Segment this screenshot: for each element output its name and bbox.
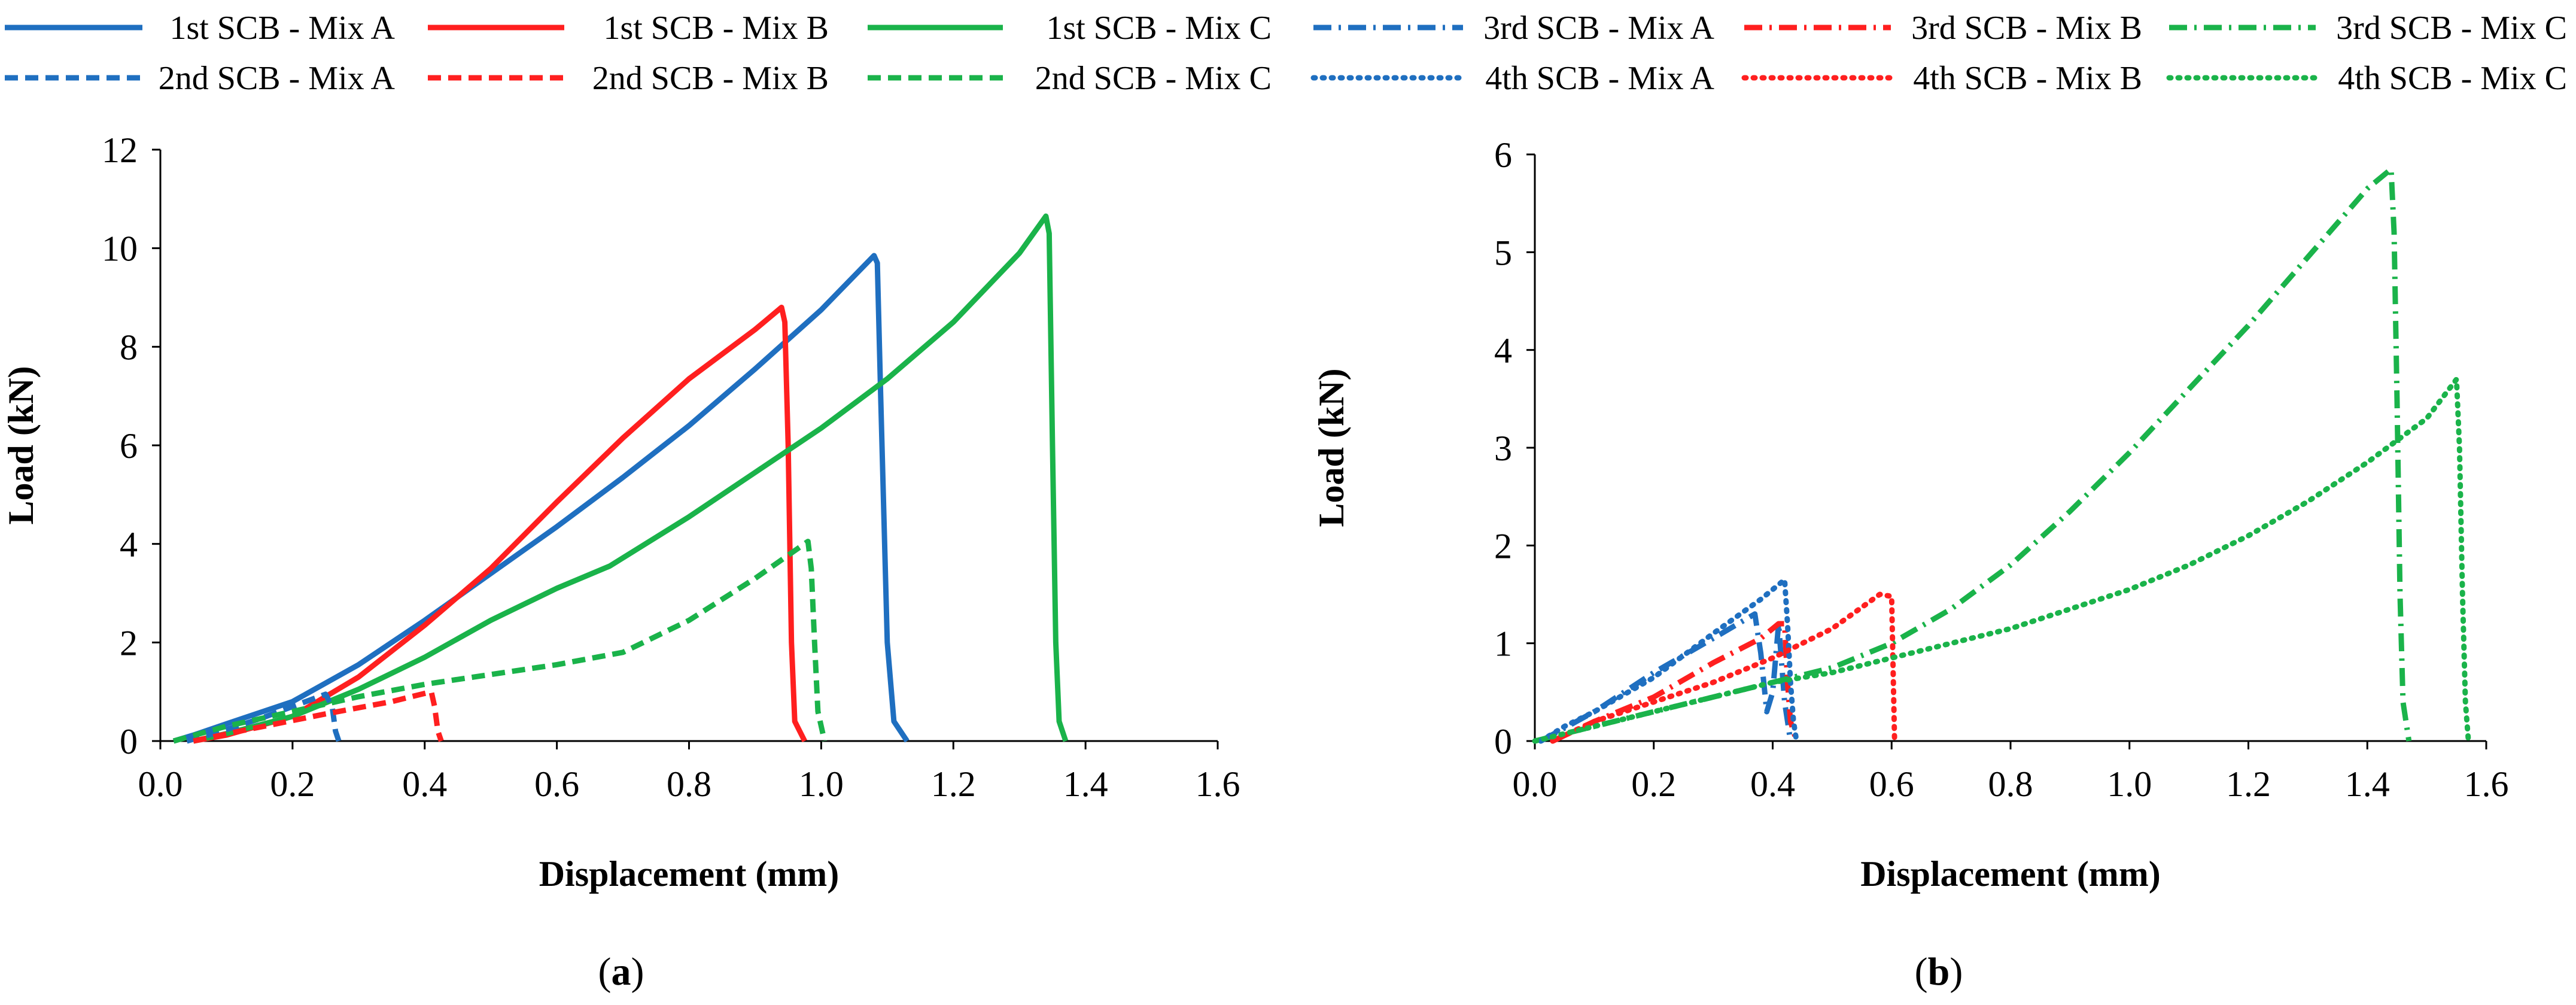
legend: 1st SCB - Mix A 1st SCB - Mix B 1st SCB - …: [5, 10, 2567, 97]
x-axis-title-a: Displacement (mm): [539, 854, 840, 894]
x-tick-label-a-5: 1.0: [799, 764, 844, 804]
panel-label-a: (a): [598, 950, 644, 994]
x-tick-label-a-0: 0.0: [138, 764, 183, 804]
y-tick-label-a-1: 2: [120, 623, 138, 663]
series-line-a-3: [193, 213, 1069, 744]
x-tick-label-a-3: 0.6: [534, 764, 579, 804]
panel-letter-b: b: [1928, 950, 1950, 994]
x-tick-label-b-1: 0.2: [1631, 764, 1676, 804]
series-line-b-4: [1538, 577, 1799, 744]
y-tick-label-a-5: 10: [102, 229, 138, 269]
legend-label-4: 3rd SCB - Mix A: [1483, 10, 1714, 47]
legend-label-1: 1st SCB - Mix A: [169, 10, 395, 47]
series-line-b-3: [1534, 166, 2412, 744]
series-line-b-6: [1532, 377, 2471, 744]
legend-label-5: 3rd SCB - Mix B: [1911, 10, 2142, 47]
panel-label-b: (b): [1915, 950, 1963, 994]
y-tick-label-a-4: 8: [120, 327, 138, 367]
series-line-a-1: [172, 253, 910, 744]
x-tick-label-a-4: 0.8: [667, 764, 711, 804]
series-line-a-6: [172, 539, 828, 744]
y-tick-label-b-5: 5: [1494, 233, 1512, 272]
legend-label-3: 1st SCB - Mix C: [1046, 10, 1272, 47]
y-tick-label-a-3: 6: [120, 426, 138, 466]
y-tick-label-b-3: 3: [1494, 429, 1512, 468]
y-tick-label-a-0: 0: [120, 722, 138, 761]
y-tick-label-b-4: 4: [1494, 331, 1512, 371]
y-axis-title-b: Load (kN): [1312, 368, 1351, 527]
x-tick-label-a-6: 1.2: [931, 764, 976, 804]
x-tick-label-b-8: 1.6: [2464, 764, 2509, 804]
x-tick-label-b-4: 0.8: [1988, 764, 2033, 804]
legend-label-8: 2nd SCB - Mix B: [592, 60, 829, 97]
y-tick-label-a-2: 4: [120, 525, 138, 564]
x-tick-label-a-2: 0.4: [402, 764, 447, 804]
series-line-a-5: [193, 689, 444, 744]
series-line-a-2: [193, 305, 807, 744]
x-tick-label-b-0: 0.0: [1513, 764, 1558, 804]
x-tick-label-a-8: 1.6: [1196, 764, 1240, 804]
y-tick-label-b-1: 1: [1494, 624, 1512, 664]
series-line-b-1: [1539, 611, 1793, 743]
legend-label-7: 2nd SCB - Mix A: [159, 60, 396, 97]
series-line-b-2: [1551, 621, 1799, 744]
y-tick-label-b-0: 0: [1494, 722, 1512, 761]
legend-label-12: 4th SCB - Mix C: [2338, 60, 2567, 97]
legend-label-6: 3rd SCB - Mix C: [2336, 10, 2567, 47]
legend-label-11: 4th SCB - Mix B: [1913, 60, 2142, 97]
panel-letter-a: a: [612, 950, 631, 994]
x-tick-label-a-1: 0.2: [270, 764, 315, 804]
legend-label-10: 4th SCB - Mix A: [1485, 60, 1714, 97]
y-axis-title-a: Load (kN): [1, 366, 41, 524]
y-tick-label-b-2: 2: [1494, 526, 1512, 566]
legend-label-9: 2nd SCB - Mix C: [1035, 60, 1272, 97]
y-tick-label-a-6: 12: [102, 130, 138, 170]
y-tick-label-b-6: 6: [1494, 135, 1512, 175]
x-tick-label-b-3: 0.6: [1869, 764, 1914, 804]
panel-a: 0 2 4 6 8 10 12 0.0 0.2 0.4 0.6 0.8 1.0 1.2 1.4 1.6 Disp…: [1, 130, 1240, 994]
legend-label-2: 1st SCB - Mix B: [603, 10, 829, 47]
x-tick-label-b-7: 1.4: [2345, 764, 2390, 804]
x-tick-label-b-2: 0.4: [1750, 764, 1795, 804]
x-tick-label-b-6: 1.2: [2226, 764, 2271, 804]
x-axis-title-b: Displacement (mm): [1860, 854, 2161, 894]
x-tick-label-a-7: 1.4: [1063, 764, 1108, 804]
panel-b: 0 1 2 3 4 5 6 0.0 0.2 0.4 0.6 0.8 1.0 1.2 1.4 1.6 Displa…: [1312, 135, 2509, 994]
x-tick-label-b-5: 1.0: [2107, 764, 2152, 804]
series-line-b-5: [1550, 591, 1897, 744]
